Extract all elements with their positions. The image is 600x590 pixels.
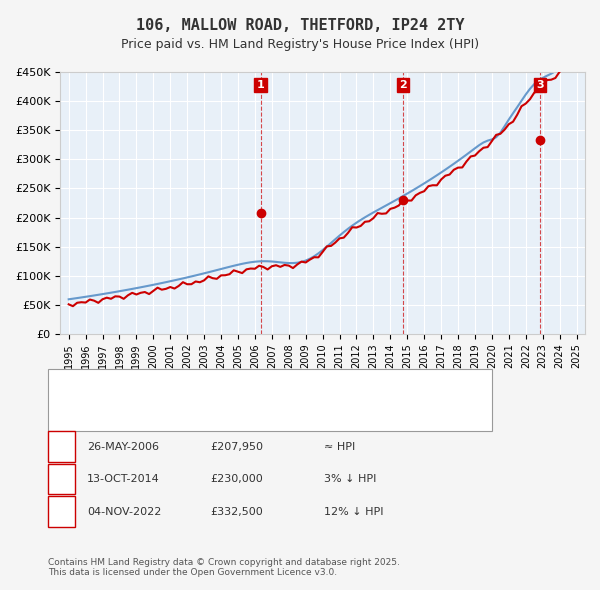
Text: 3% ↓ HPI: 3% ↓ HPI: [324, 474, 376, 484]
Text: 04-NOV-2022: 04-NOV-2022: [87, 507, 161, 516]
Text: £230,000: £230,000: [210, 474, 263, 484]
Text: 26-MAY-2006: 26-MAY-2006: [87, 442, 159, 451]
Text: HPI: Average price, detached house, Breckland: HPI: Average price, detached house, Brec…: [96, 402, 341, 412]
Text: 2: 2: [58, 474, 65, 484]
Text: 12% ↓ HPI: 12% ↓ HPI: [324, 507, 383, 516]
Text: £332,500: £332,500: [210, 507, 263, 516]
Text: Contains HM Land Registry data © Crown copyright and database right 2025.
This d: Contains HM Land Registry data © Crown c…: [48, 558, 400, 577]
Text: £207,950: £207,950: [210, 442, 263, 451]
Text: 106, MALLOW ROAD, THETFORD, IP24 2TY (detached house): 106, MALLOW ROAD, THETFORD, IP24 2TY (de…: [96, 382, 410, 391]
Text: 3: 3: [536, 80, 544, 90]
Text: ≈ HPI: ≈ HPI: [324, 442, 355, 451]
Text: 3: 3: [58, 507, 65, 516]
Text: 13-OCT-2014: 13-OCT-2014: [87, 474, 160, 484]
Text: 106, MALLOW ROAD, THETFORD, IP24 2TY: 106, MALLOW ROAD, THETFORD, IP24 2TY: [136, 18, 464, 32]
Text: 1: 1: [257, 80, 265, 90]
Text: Price paid vs. HM Land Registry's House Price Index (HPI): Price paid vs. HM Land Registry's House …: [121, 38, 479, 51]
Text: 1: 1: [58, 442, 65, 451]
Text: 2: 2: [399, 80, 407, 90]
